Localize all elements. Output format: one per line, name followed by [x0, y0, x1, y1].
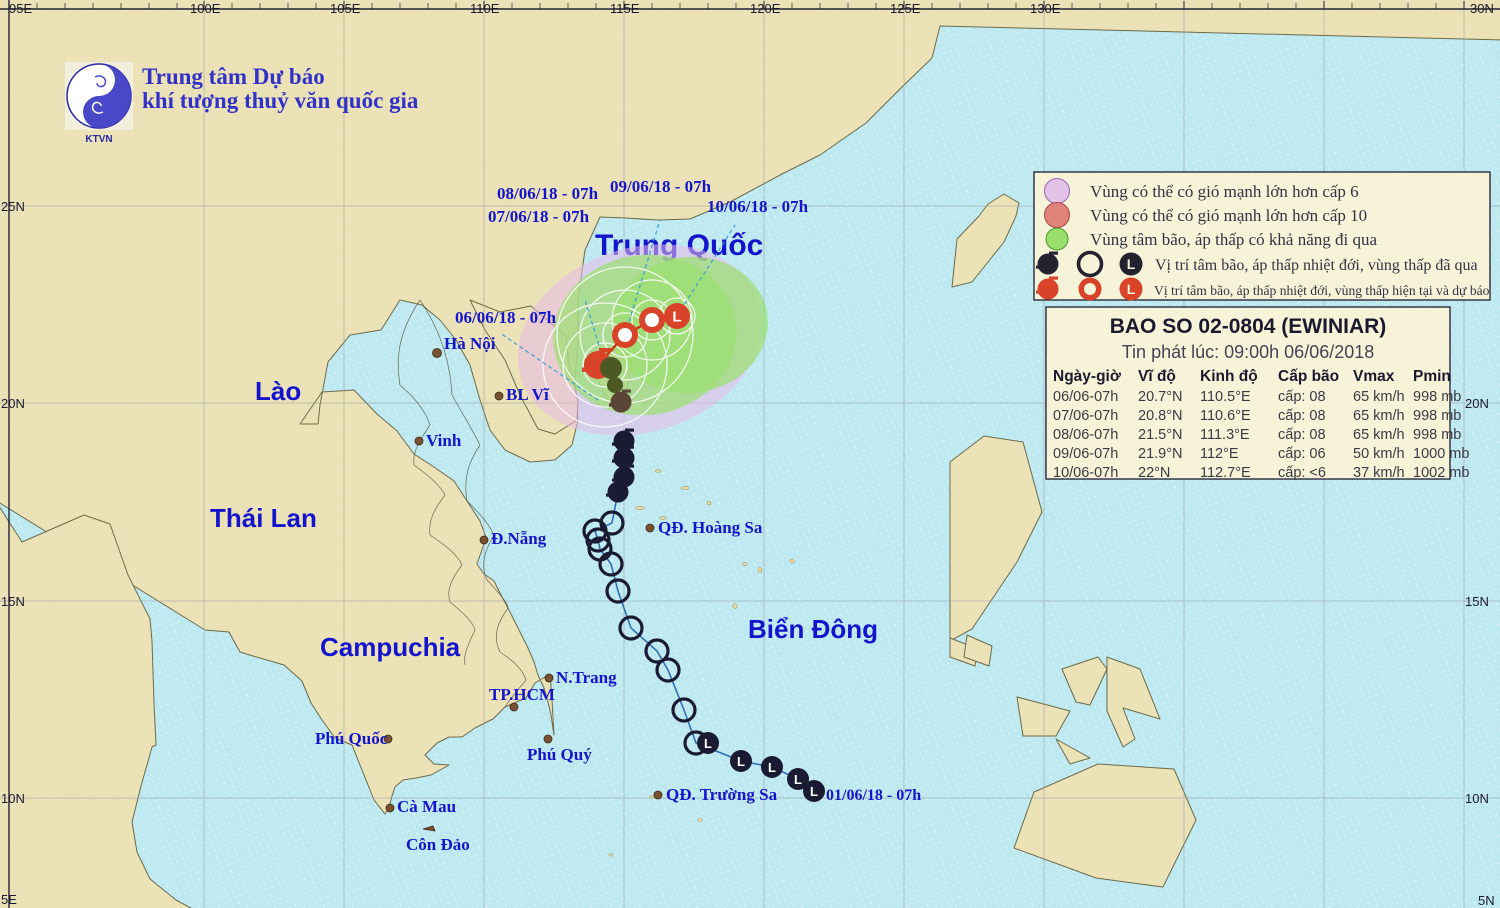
svg-text:1002 mb: 1002 mb	[1413, 465, 1469, 481]
svg-text:06/06/18 - 07h: 06/06/18 - 07h	[455, 308, 557, 327]
svg-text:cấp: <6: cấp: <6	[1278, 465, 1326, 481]
svg-text:30N: 30N	[1470, 1, 1494, 16]
svg-text:998 mb: 998 mb	[1413, 389, 1461, 405]
svg-text:Ngày-giờ: Ngày-giờ	[1053, 368, 1122, 385]
svg-text:10N: 10N	[1, 791, 25, 806]
svg-text:20N: 20N	[1465, 396, 1489, 411]
svg-text:37 km/h: 37 km/h	[1353, 465, 1405, 481]
svg-text:112.7°E: 112.7°E	[1200, 465, 1251, 481]
svg-text:Trung tâm Dự báo: Trung tâm Dự báo	[142, 64, 325, 89]
svg-text:Cấp bão: Cấp bão	[1278, 368, 1339, 385]
svg-text:1000 mb: 1000 mb	[1413, 446, 1469, 462]
svg-text:125E: 125E	[890, 1, 921, 16]
svg-text:L: L	[1127, 281, 1136, 297]
svg-text:95E: 95E	[9, 1, 32, 16]
svg-text:Vmax: Vmax	[1353, 368, 1395, 385]
svg-text:L: L	[1127, 256, 1136, 272]
svg-text:111.3°E: 111.3°E	[1200, 427, 1250, 443]
svg-text:Phú Quốc: Phú Quốc	[315, 729, 388, 748]
svg-text:Biển Đông: Biển Đông	[748, 614, 878, 644]
svg-text:Thái Lan: Thái Lan	[210, 503, 317, 533]
svg-text:Vùng có thể có gió mạnh lớn hơ: Vùng có thể có gió mạnh lớn hơn cấp 6	[1090, 182, 1359, 201]
svg-text:Lào: Lào	[255, 376, 301, 406]
svg-text:20.7°N: 20.7°N	[1138, 389, 1183, 405]
svg-text:5N: 5N	[1478, 893, 1495, 908]
svg-text:112°E: 112°E	[1200, 446, 1239, 462]
svg-text:08/06-07h: 08/06-07h	[1053, 427, 1118, 443]
svg-text:QĐ. Hoàng Sa: QĐ. Hoàng Sa	[658, 518, 763, 537]
svg-text:L: L	[810, 784, 818, 799]
svg-text:10N: 10N	[1465, 791, 1489, 806]
svg-text:25N: 25N	[1, 199, 25, 214]
svg-text:Kinh độ: Kinh độ	[1200, 368, 1258, 385]
svg-text:115E: 115E	[610, 1, 640, 16]
svg-text:21.9°N: 21.9°N	[1138, 446, 1183, 462]
svg-text:Đ.Nẵng: Đ.Nẵng	[491, 529, 547, 548]
svg-text:15N: 15N	[1465, 594, 1489, 609]
svg-text:20N: 20N	[1, 396, 25, 411]
svg-text:06/06-07h: 06/06-07h	[1053, 389, 1118, 405]
svg-text:09/06-07h: 09/06-07h	[1053, 446, 1118, 462]
svg-text:Cà Mau: Cà Mau	[397, 797, 456, 816]
svg-text:QĐ. Trường Sa: QĐ. Trường Sa	[666, 785, 778, 804]
svg-text:Vị trí tâm bão, áp thấp nhiệt: Vị trí tâm bão, áp thấp nhiệt đới, vùng …	[1154, 283, 1490, 298]
svg-text:10/06/18 - 07h: 10/06/18 - 07h	[707, 197, 809, 216]
svg-text:21.5°N: 21.5°N	[1138, 427, 1183, 443]
svg-text:130E: 130E	[1030, 1, 1061, 16]
svg-text:65 km/h: 65 km/h	[1353, 427, 1405, 443]
svg-text:65 km/h: 65 km/h	[1353, 408, 1405, 424]
svg-text:L: L	[794, 772, 802, 787]
svg-text:10/06-07h: 10/06-07h	[1053, 465, 1118, 481]
svg-text:Phú Quý: Phú Quý	[527, 745, 592, 764]
svg-text:09/06/18 - 07h: 09/06/18 - 07h	[610, 177, 712, 196]
svg-text:20.8°N: 20.8°N	[1138, 408, 1183, 424]
svg-text:Tin phát lúc: 09:00h 06/06/201: Tin phát lúc: 09:00h 06/06/2018	[1122, 342, 1375, 362]
svg-text:Côn Đảo: Côn Đảo	[406, 835, 470, 854]
svg-text:110E: 110E	[470, 1, 500, 16]
svg-text:cấp: 08: cấp: 08	[1278, 389, 1326, 405]
svg-text:L: L	[704, 736, 712, 751]
svg-text:01/06/18 - 07h: 01/06/18 - 07h	[826, 787, 921, 804]
svg-text:cấp: 06: cấp: 06	[1278, 446, 1326, 462]
svg-text:105E: 105E	[330, 1, 361, 16]
svg-text:KTVN: KTVN	[85, 134, 112, 145]
svg-text:998 mb: 998 mb	[1413, 427, 1461, 443]
svg-text:22°N: 22°N	[1138, 465, 1170, 481]
svg-text:110.6°E: 110.6°E	[1200, 408, 1251, 424]
svg-text:Vùng tâm bão, áp thấp có khả n: Vùng tâm bão, áp thấp có khả năng đi qua	[1090, 230, 1377, 249]
svg-text:120E: 120E	[750, 1, 781, 16]
svg-text:08/06/18 - 07h: 08/06/18 - 07h	[497, 184, 599, 203]
svg-text:BL Vĩ: BL Vĩ	[506, 385, 550, 404]
svg-text:998 mb: 998 mb	[1413, 408, 1461, 424]
svg-text:TP.HCM: TP.HCM	[489, 685, 555, 704]
svg-text:Vùng có thể có gió mạnh lớn hơ: Vùng có thể có gió mạnh lớn hơn cấp 10	[1090, 206, 1367, 225]
svg-text:L: L	[768, 760, 776, 775]
svg-text:110.5°E: 110.5°E	[1200, 389, 1251, 405]
svg-text:khí tượng thuỷ văn quốc gia: khí tượng thuỷ văn quốc gia	[142, 88, 419, 113]
svg-text:100E: 100E	[190, 1, 221, 16]
svg-text:07/06-07h: 07/06-07h	[1053, 408, 1118, 424]
svg-text:Hà Nội: Hà Nội	[444, 334, 496, 353]
svg-text:Vĩ độ: Vĩ độ	[1138, 368, 1176, 385]
svg-text:Vinh: Vinh	[426, 431, 462, 450]
svg-text:50 km/h: 50 km/h	[1353, 446, 1405, 462]
svg-text:cấp: 08: cấp: 08	[1278, 427, 1326, 443]
svg-text:cấp: 08: cấp: 08	[1278, 408, 1326, 424]
svg-text:Vị trí tâm bão, áp thấp nhiệt: Vị trí tâm bão, áp thấp nhiệt đới, vùng …	[1155, 257, 1478, 274]
svg-text:15N: 15N	[1, 594, 25, 609]
svg-text:Campuchia: Campuchia	[320, 632, 461, 662]
svg-text:07/06/18 - 07h: 07/06/18 - 07h	[488, 207, 590, 226]
svg-text:5E: 5E	[1, 892, 17, 907]
svg-text:Pmin: Pmin	[1413, 368, 1451, 385]
svg-text:L: L	[737, 754, 745, 769]
svg-text:L: L	[672, 309, 681, 326]
svg-text:BAO SO 02-0804 (EWINIAR): BAO SO 02-0804 (EWINIAR)	[1110, 315, 1387, 338]
svg-text:N.Trang: N.Trang	[556, 668, 617, 687]
svg-text:65 km/h: 65 km/h	[1353, 389, 1405, 405]
